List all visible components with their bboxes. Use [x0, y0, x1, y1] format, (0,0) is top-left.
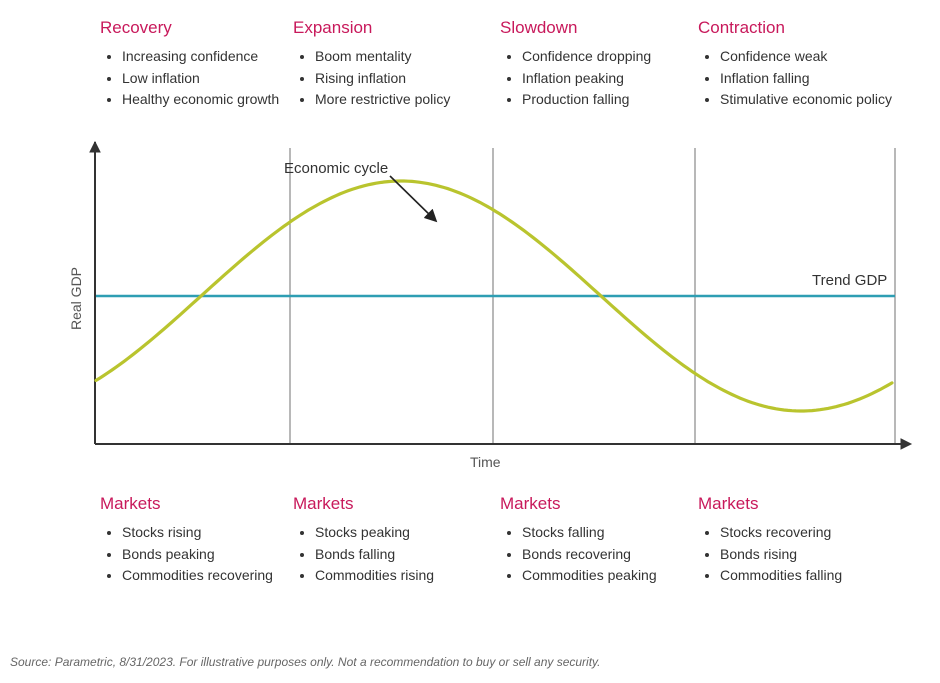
bullet: Stocks rising: [122, 522, 273, 544]
markets-bullets: Stocks rising Bonds peaking Commodities …: [100, 522, 273, 587]
y-axis-label: Real GDP: [68, 267, 84, 330]
bullet: Commodities peaking: [522, 565, 657, 587]
markets-bullets: Stocks recovering Bonds rising Commoditi…: [698, 522, 842, 587]
markets-bullets: Stocks peaking Bonds falling Commodities…: [293, 522, 434, 587]
markets-title: Markets: [293, 494, 434, 514]
markets-bullets: Stocks falling Bonds recovering Commodit…: [500, 522, 657, 587]
bullet: Bonds rising: [720, 544, 842, 566]
markets-title: Markets: [500, 494, 657, 514]
bullet: Stocks recovering: [720, 522, 842, 544]
markets-expansion: Markets Stocks peaking Bonds falling Com…: [293, 494, 434, 587]
bullet: Stocks falling: [522, 522, 657, 544]
markets-slowdown: Markets Stocks falling Bonds recovering …: [500, 494, 657, 587]
markets-title: Markets: [100, 494, 273, 514]
economic-cycle-diagram: Recovery Increasing confidence Low infla…: [0, 0, 940, 683]
bullet: Commodities recovering: [122, 565, 273, 587]
bullet: Commodities falling: [720, 565, 842, 587]
bullet: Bonds falling: [315, 544, 434, 566]
bullet: Stocks peaking: [315, 522, 434, 544]
source-note: Source: Parametric, 8/31/2023. For illus…: [10, 655, 601, 669]
markets-contraction: Markets Stocks recovering Bonds rising C…: [698, 494, 842, 587]
markets-title: Markets: [698, 494, 842, 514]
x-axis-label: Time: [470, 454, 501, 470]
cycle-curve-label: Economic cycle: [284, 160, 388, 177]
markets-recovery: Markets Stocks rising Bonds peaking Comm…: [100, 494, 273, 587]
economic-cycle-chart: [0, 0, 940, 470]
bullet: Bonds recovering: [522, 544, 657, 566]
trend-gdp-label: Trend GDP: [812, 272, 887, 289]
bullet: Commodities rising: [315, 565, 434, 587]
bullet: Bonds peaking: [122, 544, 273, 566]
